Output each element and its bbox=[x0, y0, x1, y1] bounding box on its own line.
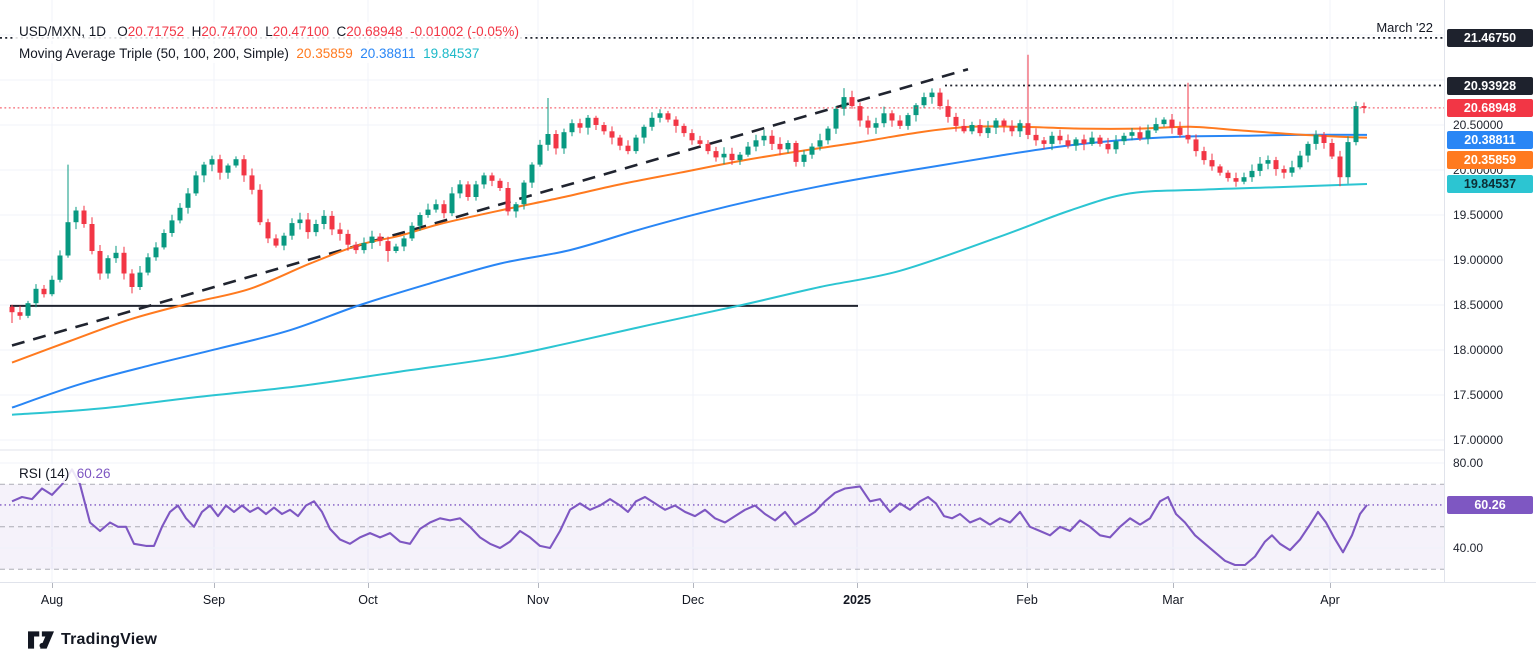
axis-price-label: 20.50000 bbox=[1453, 118, 1504, 132]
sma200-line bbox=[11, 183, 1368, 416]
candles-group bbox=[9, 54, 1367, 323]
level-date-label: March '22 bbox=[1376, 20, 1433, 35]
time-axis-tick bbox=[857, 583, 858, 588]
change-value: -0.01002 (-0.05%) bbox=[410, 24, 519, 39]
time-axis-tick bbox=[52, 583, 53, 588]
rsi-indicator-legend[interactable]: RSI (14) 60.26 bbox=[14, 464, 116, 483]
time-axis-label: Nov bbox=[526, 593, 550, 607]
axis-price-label: 17.50000 bbox=[1453, 388, 1504, 402]
high-value: 20.74700 bbox=[201, 24, 258, 39]
sma100-line bbox=[11, 133, 1368, 409]
rsi-value: 60.26 bbox=[76, 466, 111, 481]
price-badge: 20.35859 bbox=[1447, 151, 1533, 169]
time-axis[interactable]: Aug Sep Oct Nov Dec 2025 Feb Mar Apr bbox=[0, 582, 1536, 619]
chart-plot-area[interactable] bbox=[0, 0, 1444, 582]
ma-indicator-title: Moving Average Triple (50, 100, 200, Sim… bbox=[19, 46, 289, 61]
close-value: 20.68948 bbox=[346, 24, 403, 39]
time-axis-label: Apr bbox=[1320, 593, 1340, 607]
vertical-gridlines bbox=[51, 0, 1331, 582]
axis-price-label: 17.00000 bbox=[1453, 433, 1504, 447]
rsi-line bbox=[11, 468, 1368, 567]
axis-price-label: 40.00 bbox=[1453, 541, 1484, 555]
tradingview-brand[interactable]: TradingView bbox=[28, 630, 157, 650]
time-axis-tick bbox=[214, 583, 215, 588]
axis-price-label: 18.50000 bbox=[1453, 298, 1504, 312]
symbol-title: USD/MXN, 1D bbox=[19, 24, 107, 39]
price-badge: 20.38811 bbox=[1447, 131, 1533, 149]
price-badge: 21.46750 bbox=[1447, 29, 1533, 47]
time-axis-tick bbox=[1173, 583, 1174, 588]
price-axis[interactable]: 20.50000 20.00000 19.50000 19.00000 18.50000… bbox=[1444, 0, 1536, 582]
price-badge: 19.84537 bbox=[1447, 175, 1533, 193]
rsi-dashed-levels bbox=[0, 483, 1444, 570]
time-axis-label: Sep bbox=[202, 593, 226, 607]
time-axis-tick bbox=[538, 583, 539, 588]
low-value: 20.47100 bbox=[272, 24, 330, 39]
price-gridlines bbox=[0, 34, 1444, 441]
price-badge: 60.26 bbox=[1447, 496, 1533, 514]
time-axis-label: Dec bbox=[681, 593, 705, 607]
time-axis-tick bbox=[1330, 583, 1331, 588]
time-axis-label: Oct bbox=[358, 593, 378, 607]
time-axis-tick bbox=[1027, 583, 1028, 588]
sma50-line bbox=[11, 125, 1368, 364]
rsi-title: RSI (14) bbox=[19, 466, 70, 481]
symbol-ohlc-legend[interactable]: USD/MXN, 1D O20.71752 H20.74700 L20.4710… bbox=[14, 22, 524, 41]
axis-price-label: 19.50000 bbox=[1453, 208, 1504, 222]
time-axis-label: Feb bbox=[1016, 593, 1038, 607]
axis-price-label: 80.00 bbox=[1453, 456, 1484, 470]
footer-bar: TradingView bbox=[0, 618, 1536, 662]
axis-price-label: 18.00000 bbox=[1453, 343, 1504, 357]
tradingview-logo-icon bbox=[28, 630, 54, 650]
axis-price-label: 19.00000 bbox=[1453, 253, 1504, 267]
time-axis-label: Aug bbox=[40, 593, 64, 607]
time-axis-label: Mar bbox=[1162, 593, 1184, 607]
sma50-value: 20.35859 bbox=[296, 46, 353, 61]
brand-name: TradingView bbox=[61, 631, 158, 648]
open-value: 20.71752 bbox=[127, 24, 185, 39]
chart-svg bbox=[0, 0, 1444, 582]
time-axis-tick bbox=[368, 583, 369, 588]
sma100-value: 20.38811 bbox=[360, 46, 416, 61]
time-axis-label: 2025 bbox=[843, 593, 871, 607]
price-badge: 20.68948 bbox=[1447, 99, 1533, 117]
trendline-dashed bbox=[11, 67, 969, 347]
price-badge: 20.93928 bbox=[1447, 77, 1533, 95]
time-axis-tick bbox=[693, 583, 694, 588]
ma-indicator-legend[interactable]: Moving Average Triple (50, 100, 200, Sim… bbox=[14, 44, 485, 63]
sma200-value: 19.84537 bbox=[423, 46, 480, 61]
